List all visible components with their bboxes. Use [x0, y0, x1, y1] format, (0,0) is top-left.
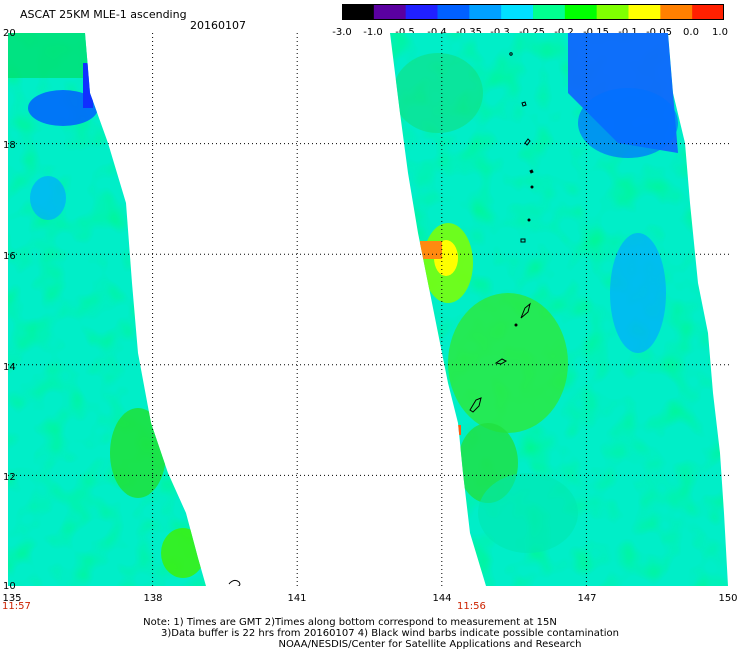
cb-label: -1.0 — [363, 27, 383, 38]
lat-tick-label: 18 — [3, 140, 16, 151]
cb-label: -0.2 — [554, 27, 574, 38]
lat-tick-label: 14 — [3, 362, 16, 373]
color-scale-segment — [660, 4, 693, 20]
pass-time-right: 11:56 — [457, 601, 486, 612]
lon-tick-label: 144 — [432, 593, 452, 604]
cb-label: -0.35 — [456, 27, 482, 38]
product-date: 20160107 — [190, 19, 246, 32]
color-scale-border — [342, 4, 724, 20]
color-scale-segment — [692, 4, 724, 20]
cb-label: -0.5 — [395, 27, 415, 38]
graticule — [8, 33, 731, 586]
cb-label: -0.1 — [618, 27, 638, 38]
wind-map — [8, 33, 731, 586]
color-scale-segment — [469, 4, 502, 20]
note-line-1: Note: 1) Times are GMT 2)Times along bot… — [143, 617, 557, 628]
cb-label: 1.0 — [712, 27, 728, 38]
lon-tick-label: 138 — [143, 593, 163, 604]
product-title: ASCAT 25KM MLE-1 ascending — [20, 8, 187, 21]
lat-tick-label: 16 — [3, 251, 16, 262]
lon-tick-label: 147 — [577, 593, 597, 604]
cb-label: 0.0 — [683, 27, 699, 38]
color-scale-segment — [628, 4, 661, 20]
note-line-2: 3)Data buffer is 22 hrs from 20160107 4)… — [161, 628, 619, 639]
lon-tick-label: 150 — [718, 593, 738, 604]
color-scale-segment — [501, 4, 534, 20]
color-scale-segment — [596, 4, 629, 20]
lat-tick-label: 10 — [3, 581, 16, 592]
lat-tick-label: 12 — [3, 472, 16, 483]
swath-right — [390, 33, 728, 586]
color-scale-segment — [533, 4, 566, 20]
lon-tick-label: 135 — [2, 593, 22, 604]
color-scale-segment — [373, 4, 407, 20]
color-scale-bar — [342, 4, 724, 20]
island-outlines — [228, 52, 534, 586]
cb-label: -3.0 — [332, 27, 352, 38]
pass-time-left: 11:57 — [2, 601, 31, 612]
note-line-3: NOAA/NESDIS/Center for Satellite Applica… — [278, 639, 582, 650]
cb-label: -0.3 — [490, 27, 510, 38]
color-scale-segment — [437, 4, 470, 20]
cb-label: -0.25 — [519, 27, 545, 38]
cb-label: -0.15 — [583, 27, 609, 38]
color-scale-segment — [564, 4, 598, 20]
lon-tick-label: 141 — [287, 593, 307, 604]
color-scale-segment — [405, 4, 438, 20]
lat-tick-label: 20 — [3, 28, 16, 39]
cb-label: -0.4 — [427, 27, 447, 38]
cb-label: -0.05 — [646, 27, 672, 38]
color-scale-segment — [342, 4, 375, 20]
